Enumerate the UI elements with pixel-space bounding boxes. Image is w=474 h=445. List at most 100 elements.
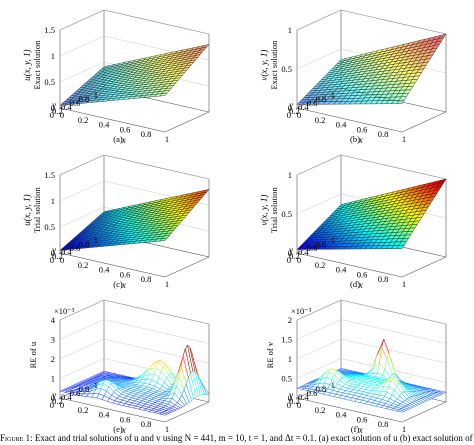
z-tick-label: 1	[288, 25, 292, 35]
z-tick-label: 1	[288, 354, 292, 364]
x-tick-label: 0.2	[315, 115, 326, 125]
x-tick-label: 0.2	[78, 115, 89, 125]
y-axis-label: y	[51, 390, 56, 400]
z-tick-label: 0	[51, 248, 55, 258]
surface-mesh	[296, 338, 447, 413]
y-axis: 00.20.40.60.8 1 y	[287, 380, 335, 410]
z-tick-label: 3	[51, 335, 55, 345]
z-axis-label: RE of v	[265, 341, 275, 368]
grid-line	[296, 338, 447, 364]
z-axis: 0 0.5 1 1.5 u(x, y, 1) Trial solution	[22, 170, 55, 258]
z-exponent: ×10⁻³	[54, 306, 75, 316]
z-axis: 0 1 2 3 4×10⁻³ RE of u	[28, 306, 75, 403]
subfigure-caption: (a)	[113, 134, 123, 144]
z-tick-label: 1	[51, 374, 55, 384]
frame-line	[164, 256, 210, 278]
y-tick-label: 0	[50, 400, 54, 410]
surface-mesh	[59, 44, 210, 106]
y-tick-label: 0.4	[61, 102, 72, 112]
y-tick-label: 1	[331, 380, 335, 390]
x-tick-label: 0.4	[336, 120, 347, 130]
y-tick-label: 0.2	[289, 251, 300, 261]
z-axis-sublabel: Exact solution	[32, 40, 42, 90]
subfigure-caption: (e)	[113, 424, 123, 434]
panel-d: 0 0.5 1 v(x, y, 1) Trial solution 0 0.2 0.4 0.6 0…	[237, 145, 474, 290]
y-tick-label: 0.4	[298, 247, 309, 257]
figure-caption-text: Exact and trial solutions of u and v usi…	[34, 433, 474, 443]
grid-line	[59, 338, 210, 364]
y-tick-label: 1	[331, 90, 335, 100]
surface-cell	[159, 412, 168, 416]
x-tick-label: 0	[297, 255, 301, 265]
z-tick-label: 0.5	[281, 64, 292, 74]
x-axis-label: x	[358, 135, 363, 145]
z-axis-sublabel: Trial solution	[32, 186, 42, 232]
y-tick-label: 0.4	[61, 247, 72, 257]
x-tick-label: 1	[165, 134, 169, 144]
axes-frame	[296, 299, 447, 423]
subfigure-caption: (b)	[350, 134, 360, 144]
x-axis: 0 0.2 0.4 0.6 0.8 1 x	[60, 255, 169, 290]
y-tick-label: 0.8	[79, 239, 90, 249]
y-axis: 00.20.40.60.8 1 y	[50, 235, 98, 265]
y-tick-label: 0.2	[52, 396, 63, 406]
grid-line	[296, 299, 447, 325]
x-tick-label: 0	[297, 400, 301, 410]
y-tick-label: 0.8	[79, 384, 90, 394]
y-tick-label: 0.2	[289, 106, 300, 116]
z-tick-label: 0	[51, 393, 55, 403]
x-tick-label: 0.4	[99, 410, 110, 420]
y-tick-label: 0.4	[61, 392, 72, 402]
x-tick-label: 0.8	[378, 274, 389, 284]
y-tick-label: 0.8	[316, 239, 327, 249]
panel-a: 0 0.5 1 1.5 u(x, y, 1) Exact solution 0 0.2 0.4 0…	[0, 0, 237, 145]
y-tick-label: 0.2	[52, 251, 63, 261]
x-axis: 0 0.2 0.4 0.6 0.8 1 x	[297, 400, 406, 435]
z-tick-label: 4	[51, 315, 56, 325]
y-tick-label: 1	[94, 380, 98, 390]
x-axis: 0 0.2 0.4 0.6 0.8 1 x	[60, 110, 169, 145]
z-tick-label: 1.5	[281, 335, 292, 345]
grid-line	[59, 299, 210, 325]
frame-line	[59, 107, 166, 133]
y-tick-label: 0.6	[307, 243, 318, 253]
surface-plot-f: 00.511.52×10⁻³RE of v0 0.2 0.4 0.6 0.8 1x00.2…	[265, 299, 447, 435]
y-axis: 00.20.40.60.8 1 y	[50, 90, 98, 120]
surface-mesh	[296, 178, 447, 250]
grid-line	[296, 9, 447, 35]
surface-mesh	[59, 344, 210, 416]
z-tick-label: 0	[288, 103, 292, 113]
z-axis: 0 0.5 1 1.5 2×10⁻³ RE of v	[265, 306, 312, 403]
z-tick-label: 1.5	[44, 25, 55, 35]
y-tick-label: 0.4	[298, 102, 309, 112]
x-tick-label: 0.4	[336, 265, 347, 275]
y-tick-label: 0.8	[79, 94, 90, 104]
figure-caption: Figure 1: Exact and trial solutions of u…	[0, 433, 474, 445]
x-tick-label: 0.6	[357, 269, 368, 279]
x-tick-label: 0	[297, 110, 301, 120]
x-tick-label: 0.6	[357, 414, 368, 424]
surface-mesh	[296, 33, 447, 105]
y-axis-label: y	[51, 100, 56, 110]
grid-line	[296, 319, 447, 344]
y-tick-label: 0.2	[52, 106, 63, 116]
panel-f: 0 0.5 1 1.5 2 ×10⁻³ RE of v 0 0.2 0.4 0.6 0.8 1 x 0 0.2…	[237, 290, 474, 435]
y-tick-label: 0.6	[307, 98, 318, 108]
y-tick-label: 0	[50, 110, 54, 120]
subfigure-caption: (c)	[113, 279, 123, 289]
y-tick-label: 0.6	[70, 98, 81, 108]
x-tick-label: 0.8	[378, 129, 389, 139]
surface-cell	[396, 244, 405, 249]
frame-line	[401, 256, 447, 278]
x-axis-label: x	[121, 425, 126, 435]
x-tick-label: 0.4	[336, 410, 347, 420]
z-tick-label: 1.5	[44, 170, 55, 180]
grid-line	[59, 9, 210, 35]
x-tick-label: 0	[60, 255, 64, 265]
x-tick-label: 0.8	[378, 419, 389, 429]
panel-c: 0 0.5 1 1.5 u(x, y, 1) Trial solution 0 0.2 0.4 0…	[0, 145, 237, 290]
z-axis-label: RE of u	[28, 341, 38, 368]
